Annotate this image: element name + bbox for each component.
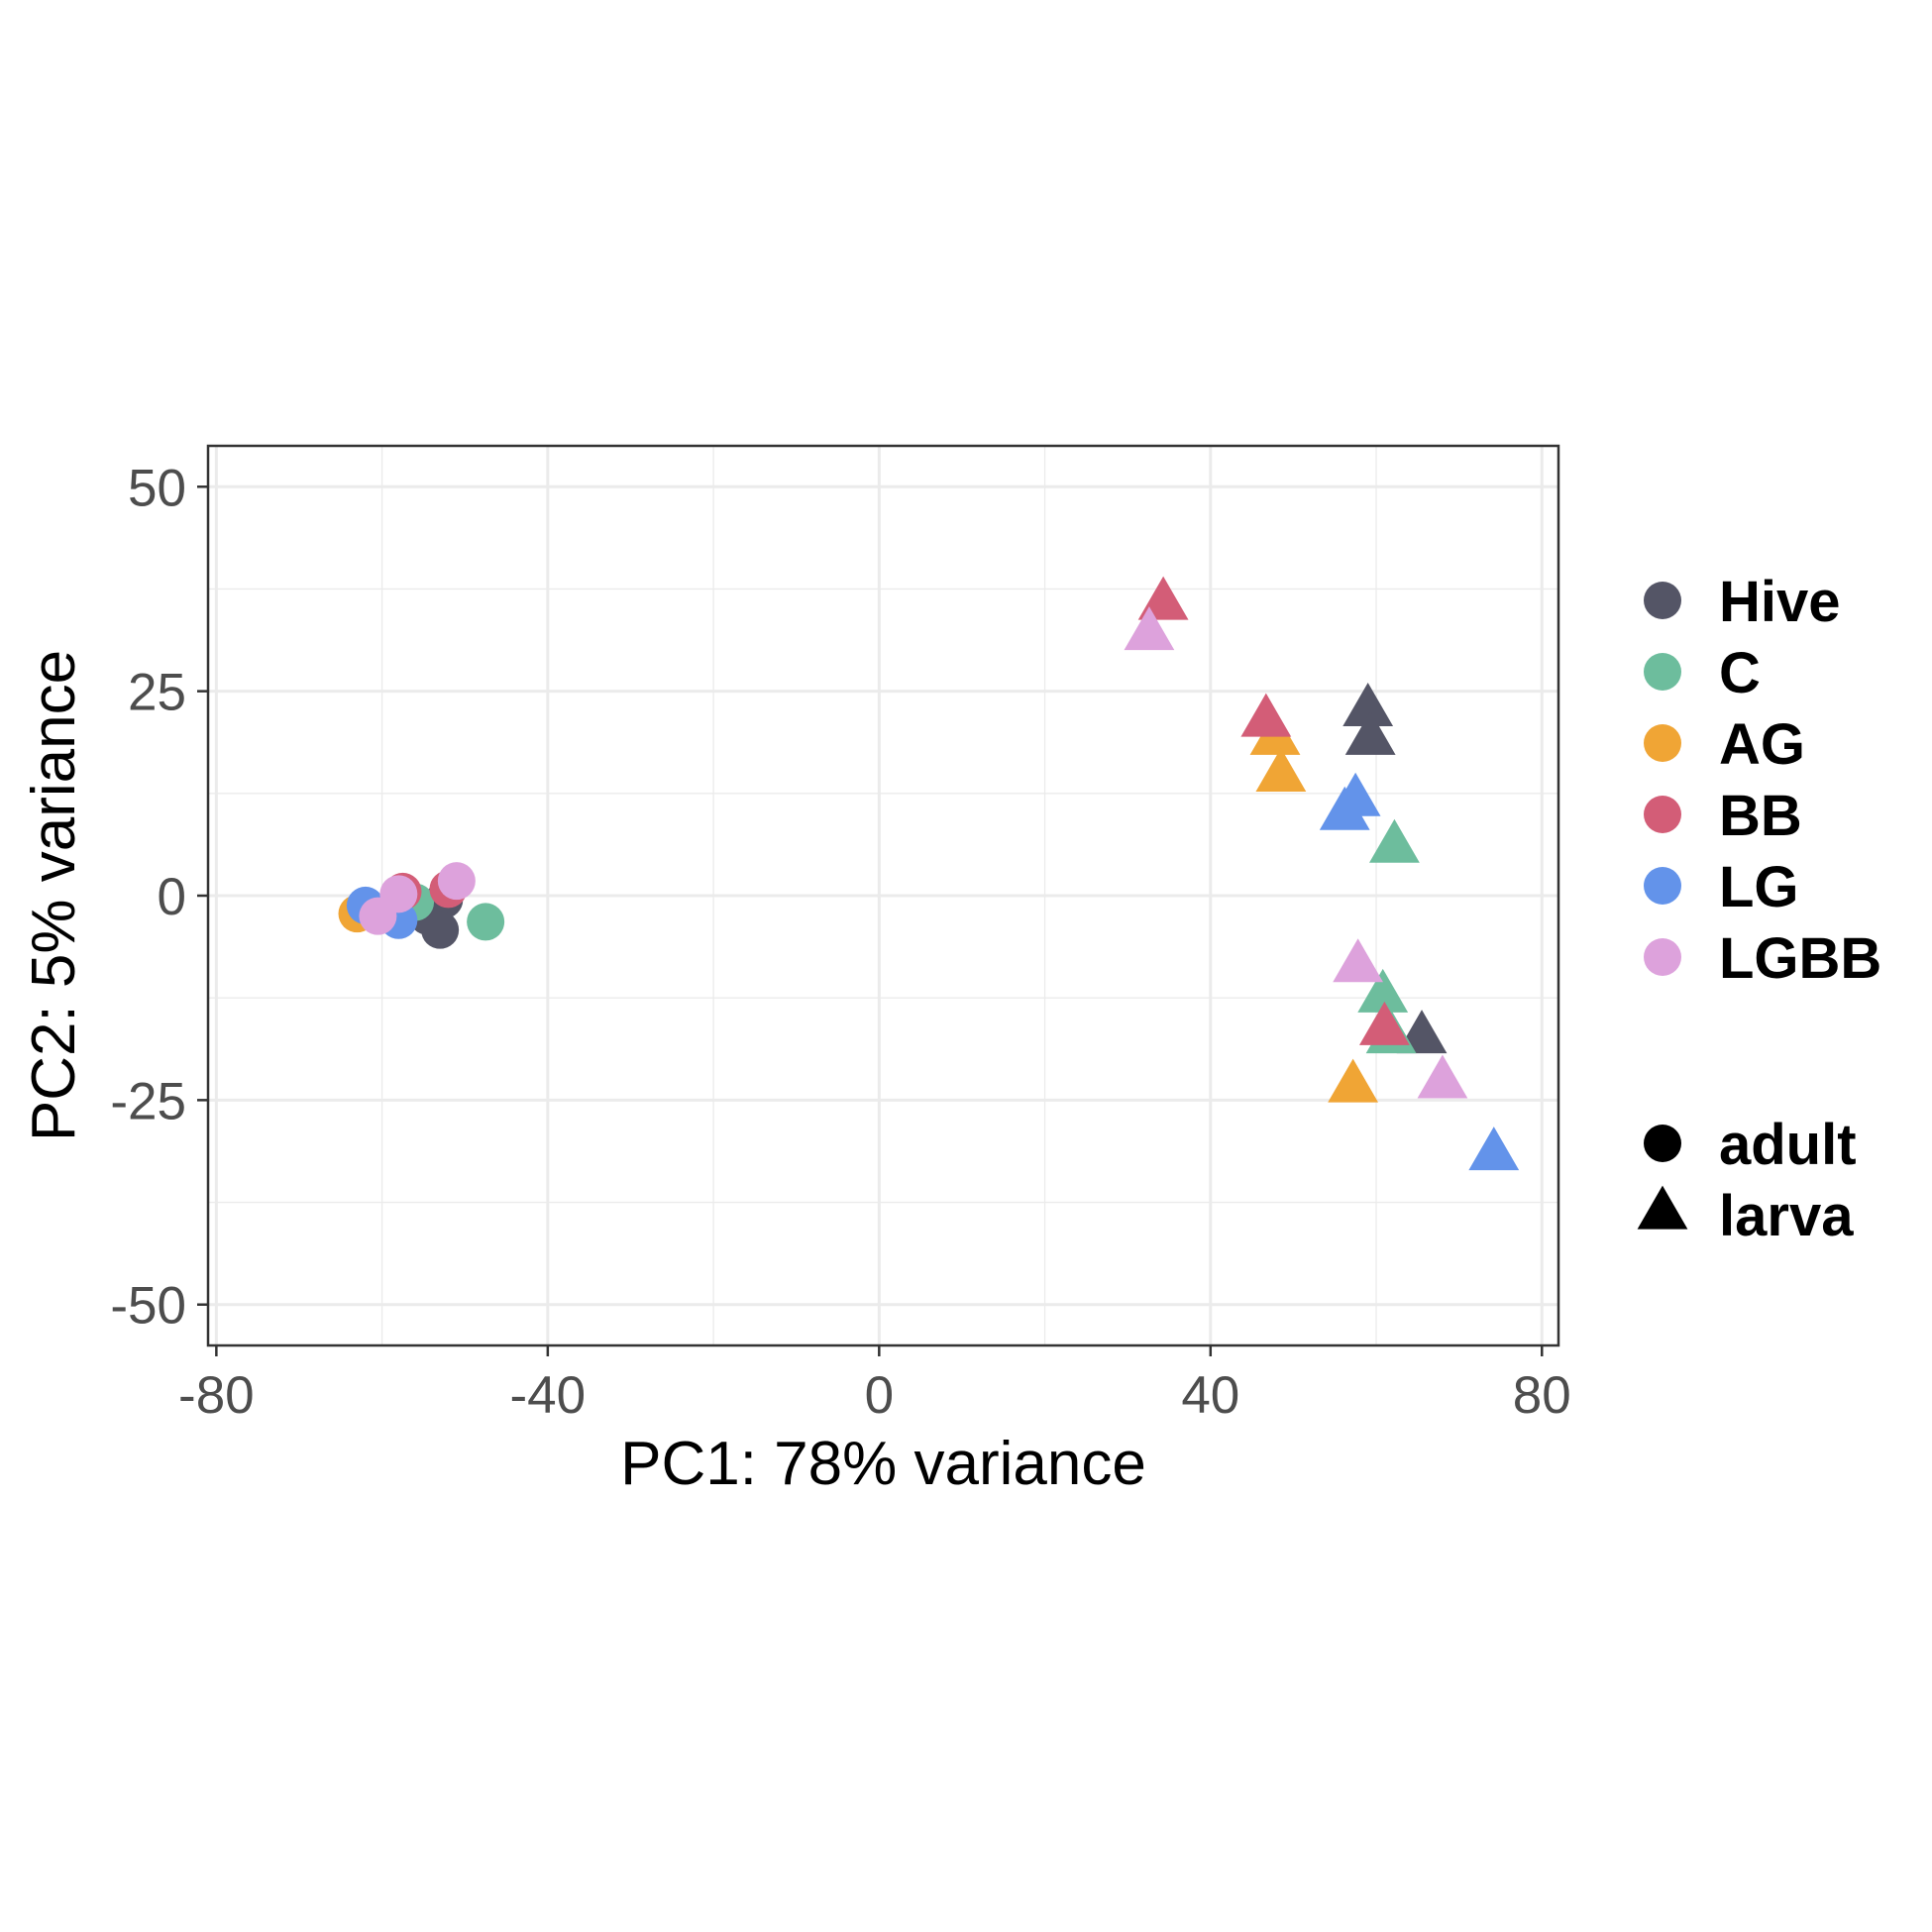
y-tick-label: 25 — [128, 664, 186, 722]
legend-swatch-hive — [1644, 582, 1681, 619]
x-axis-title: PC1: 78% variance — [620, 1430, 1146, 1498]
legend-label-c: C — [1719, 641, 1761, 705]
point-lgbb-adult — [437, 862, 476, 901]
legend: Hive C AG BB LG LGBB adult larva — [1637, 570, 1881, 1248]
point-bb-larva — [1137, 576, 1189, 620]
legend-swatch-ag — [1644, 724, 1681, 762]
legend-label-hive: Hive — [1719, 570, 1841, 634]
point-bb-larva — [1358, 1001, 1410, 1045]
x-tick-label: 80 — [1513, 1366, 1571, 1425]
point-lg-larva — [1468, 1127, 1520, 1171]
x-tick-label: 40 — [1181, 1366, 1239, 1425]
legend-label-lg: LG — [1719, 855, 1799, 919]
legend-label-adult: adult — [1719, 1113, 1857, 1177]
x-tick-label: -40 — [510, 1366, 587, 1425]
point-lg-larva — [1319, 786, 1370, 830]
x-tick-label: 0 — [865, 1366, 894, 1425]
legend-shape-larva — [1637, 1185, 1688, 1230]
point-lgbb-larva — [1333, 938, 1384, 983]
y-tick-label: -50 — [110, 1277, 186, 1336]
y-axis-title: PC2: 5% variance — [20, 650, 88, 1141]
y-tick-label: -25 — [110, 1072, 186, 1130]
legend-label-bb: BB — [1719, 784, 1802, 848]
y-tick-label: 50 — [128, 459, 186, 517]
point-hive-larva — [1342, 682, 1394, 726]
legend-swatch-bb — [1644, 796, 1681, 833]
axis-ticks: -80 -40 0 40 80 50 25 0 -25 -50 — [110, 459, 1570, 1425]
point-ag-larva — [1255, 747, 1307, 792]
legend-swatch-c — [1644, 653, 1681, 691]
data-points — [338, 576, 1520, 1171]
point-hive-larva — [1344, 710, 1396, 755]
point-c-adult — [467, 903, 505, 941]
point-lgbb-adult — [359, 897, 397, 935]
legend-label-larva: larva — [1719, 1184, 1854, 1248]
point-lgbb-larva — [1124, 606, 1175, 651]
point-lgbb-larva — [1417, 1054, 1468, 1099]
point-ag-larva — [1328, 1058, 1379, 1103]
legend-swatch-lgbb — [1644, 938, 1681, 976]
legend-label-lgbb: LGBB — [1719, 926, 1881, 991]
legend-label-ag: AG — [1719, 712, 1805, 777]
legend-swatch-lg — [1644, 867, 1681, 905]
grid-lines — [208, 446, 1558, 1345]
x-tick-label: -80 — [178, 1366, 255, 1425]
point-c-larva — [1369, 818, 1420, 863]
point-hive-adult — [421, 911, 460, 949]
point-bb-larva — [1240, 693, 1292, 737]
legend-shape-adult — [1644, 1125, 1681, 1162]
point-c-larva — [1357, 968, 1409, 1013]
y-tick-label: 0 — [158, 868, 186, 926]
